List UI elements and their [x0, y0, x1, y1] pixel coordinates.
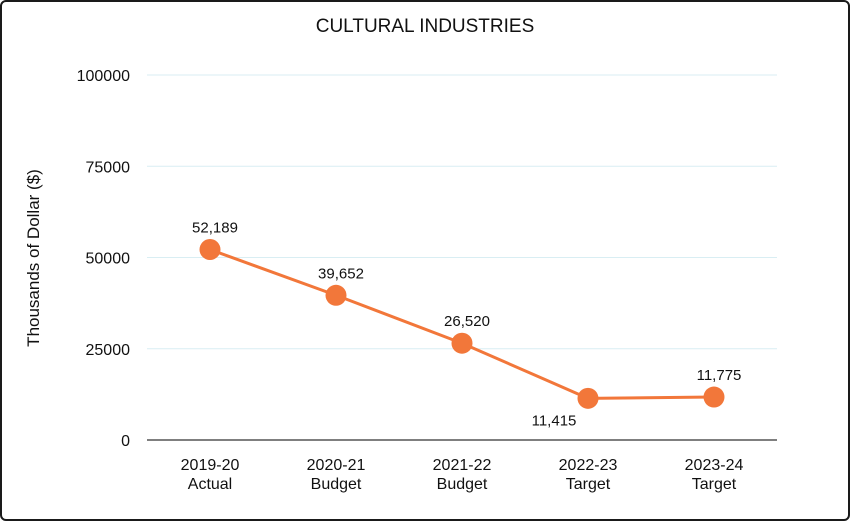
y-tick-label: 0: [121, 433, 130, 450]
chart-title: CULTURAL INDUSTRIES: [316, 16, 535, 37]
x-tick-label: 2021-22 Budget: [433, 457, 492, 493]
data-label: 11,415: [532, 412, 577, 429]
gridlines: [147, 74, 777, 441]
data-label: 11,775: [697, 367, 742, 384]
y-axis-ticks: 0 25000 50000 75000 100000: [77, 68, 130, 450]
data-label: 26,520: [444, 313, 490, 330]
y-tick-label: 25000: [86, 342, 131, 359]
y-axis-label: Thousands of Dollar ($): [24, 169, 43, 347]
y-tick-label: 100000: [77, 68, 130, 85]
x-axis-ticks: 2019-20 Actual 2020-21 Budget 2021-22 Budget 2…: [181, 457, 744, 493]
x-tick-label: 2022-23 Target: [559, 457, 618, 493]
data-point: [703, 386, 725, 408]
data-point: [577, 387, 599, 409]
data-point: [325, 284, 347, 306]
y-tick-label: 75000: [86, 159, 131, 176]
data-label: 52,189: [192, 220, 238, 237]
x-tick-label: 2023-24 Target: [685, 457, 744, 493]
series-line-layer: [199, 239, 725, 409]
x-tick-label: 2019-20 Actual: [181, 457, 240, 493]
data-label-layer: 52,189 39,652 26,520 11,415 11,775: [192, 220, 741, 430]
data-point: [199, 239, 221, 261]
x-tick-label: 2020-21 Budget: [307, 457, 366, 493]
data-point: [451, 332, 473, 354]
y-tick-label: 50000: [86, 251, 131, 268]
data-label: 39,652: [318, 265, 364, 282]
